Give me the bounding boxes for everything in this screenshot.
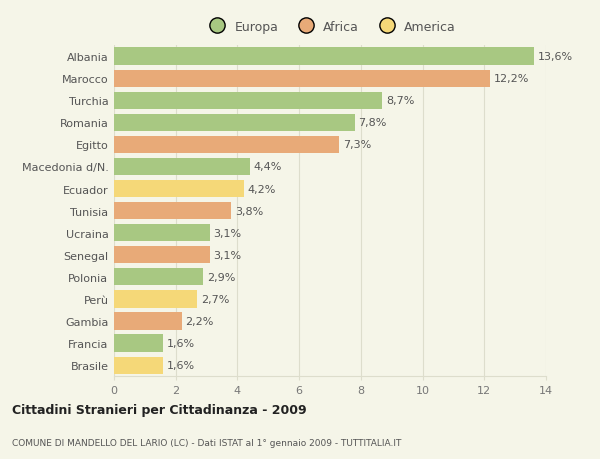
Text: 1,6%: 1,6%: [167, 360, 195, 370]
Text: COMUNE DI MANDELLO DEL LARIO (LC) - Dati ISTAT al 1° gennaio 2009 - TUTTITALIA.I: COMUNE DI MANDELLO DEL LARIO (LC) - Dati…: [12, 438, 401, 447]
Bar: [114, 313, 182, 330]
Bar: [114, 357, 163, 374]
Text: 7,3%: 7,3%: [343, 140, 371, 150]
Bar: [114, 158, 250, 176]
Text: 12,2%: 12,2%: [494, 74, 530, 84]
Bar: [114, 291, 197, 308]
Bar: [114, 246, 209, 264]
Legend: Europa, Africa, America: Europa, Africa, America: [199, 16, 461, 39]
Bar: [114, 48, 533, 66]
Bar: [114, 114, 355, 132]
Text: 1,6%: 1,6%: [167, 338, 195, 348]
Bar: [114, 224, 209, 242]
Text: 13,6%: 13,6%: [538, 52, 572, 62]
Text: 2,2%: 2,2%: [185, 316, 214, 326]
Text: 2,9%: 2,9%: [207, 272, 236, 282]
Text: 3,1%: 3,1%: [214, 228, 241, 238]
Text: 7,8%: 7,8%: [358, 118, 387, 128]
Bar: [114, 92, 382, 110]
Text: 3,8%: 3,8%: [235, 206, 263, 216]
Text: Cittadini Stranieri per Cittadinanza - 2009: Cittadini Stranieri per Cittadinanza - 2…: [12, 403, 307, 416]
Bar: [114, 202, 231, 220]
Text: 8,7%: 8,7%: [386, 96, 415, 106]
Text: 2,7%: 2,7%: [201, 294, 229, 304]
Text: 4,4%: 4,4%: [253, 162, 282, 172]
Bar: [114, 335, 163, 352]
Text: 4,2%: 4,2%: [247, 184, 275, 194]
Bar: [114, 180, 244, 198]
Bar: [114, 269, 203, 286]
Text: 3,1%: 3,1%: [214, 250, 241, 260]
Bar: [114, 136, 339, 154]
Bar: [114, 70, 490, 88]
